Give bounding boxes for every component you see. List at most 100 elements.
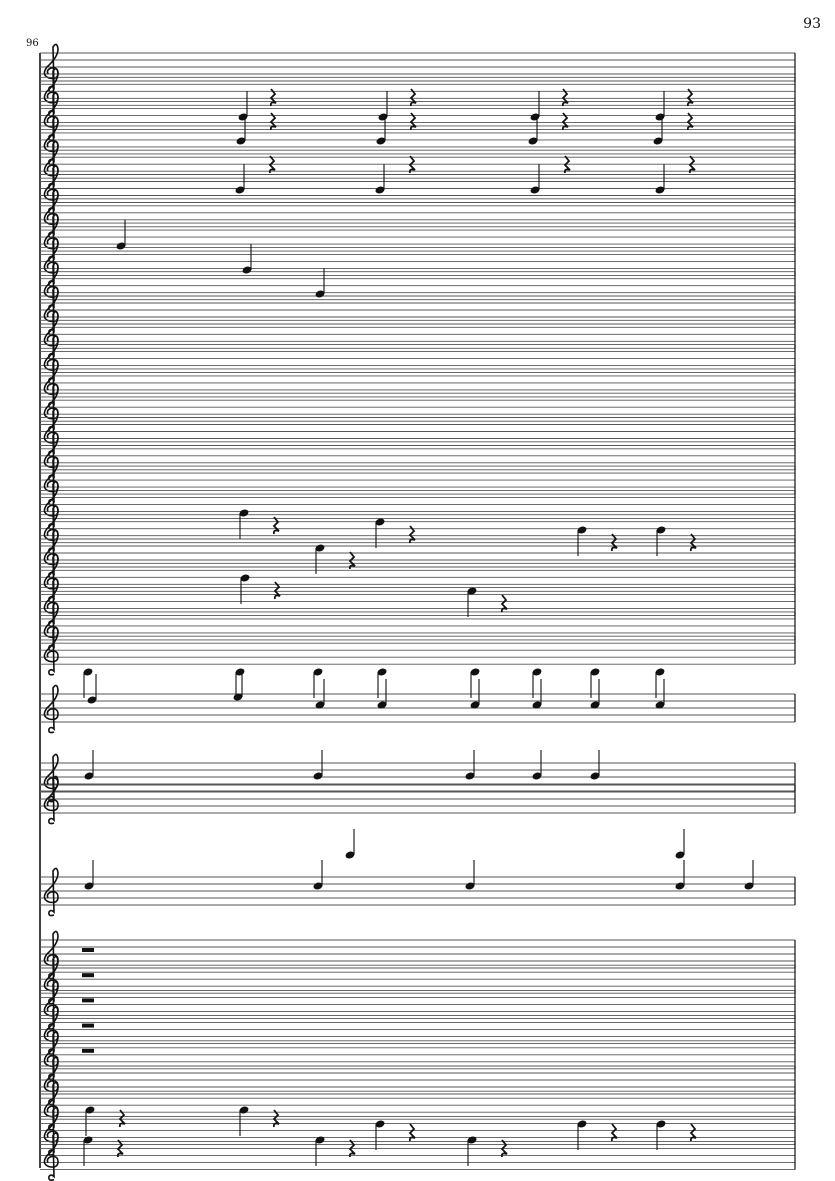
- multi-measure-rest: [82, 948, 94, 952]
- page-number: 93: [803, 16, 821, 32]
- treble-clef-icon: [43, 1107, 59, 1156]
- treble-clef-icon: [43, 116, 59, 166]
- treble-clef-icon: [43, 1031, 59, 1081]
- treble-clef-icon: [43, 140, 59, 190]
- treble-clef-icon: [43, 383, 59, 433]
- notehead: [375, 1120, 385, 1128]
- multi-measure-rest: [82, 1048, 94, 1053]
- quarter-rest: [408, 155, 416, 174]
- notehead: [375, 186, 385, 194]
- notehead: [655, 701, 665, 709]
- treble-clef-icon: [43, 43, 59, 93]
- notehead: [242, 266, 252, 274]
- quarter-rest: [116, 1139, 124, 1158]
- quarter-rest: [689, 533, 697, 552]
- notehead: [577, 1120, 587, 1128]
- quarter-rest: [686, 112, 694, 131]
- notehead: [375, 518, 385, 526]
- treble-clef-icon: [43, 310, 59, 360]
- quarter-rest: [269, 88, 277, 107]
- treble-clef-icon: [43, 286, 59, 336]
- treble-clef-icon: [43, 165, 59, 214]
- quarter-rest: [408, 525, 416, 544]
- notehead: [236, 137, 246, 145]
- treble-clef-icon: [43, 867, 59, 917]
- treble-clef-icon: [43, 359, 59, 409]
- quarter-rest: [348, 551, 356, 570]
- notehead: [467, 587, 477, 595]
- notehead: [83, 668, 93, 676]
- treble-clef-icon: [43, 626, 59, 676]
- quarter-rest: [409, 88, 417, 107]
- notehead: [233, 693, 243, 701]
- treble-clef-icon: [43, 335, 59, 384]
- quarter-rest: [272, 1109, 280, 1128]
- notehead: [315, 1136, 325, 1144]
- measure-number: 96: [26, 38, 39, 49]
- quarter-rest: [408, 1123, 416, 1142]
- notehead: [313, 668, 323, 676]
- quarter-rest: [500, 594, 508, 613]
- notehead: [744, 882, 754, 890]
- multi-measure-rest: [82, 1023, 94, 1028]
- notehead: [470, 701, 480, 709]
- notehead: [376, 137, 386, 145]
- treble-clef-icon: [43, 408, 59, 457]
- notehead: [656, 1120, 666, 1128]
- quarter-rest: [689, 1123, 697, 1142]
- notehead: [590, 772, 600, 780]
- notehead: [655, 668, 665, 676]
- notehead: [240, 574, 250, 582]
- notehead: [239, 509, 249, 517]
- notehead: [116, 242, 126, 250]
- treble-clef-icon: [43, 1056, 59, 1106]
- treble-clef-icon: [43, 262, 59, 312]
- quarter-rest: [348, 1139, 356, 1158]
- quarter-rest: [563, 155, 571, 174]
- notehead: [313, 882, 323, 890]
- notehead: [315, 290, 325, 298]
- notehead: [530, 186, 540, 194]
- treble-clef-icon: [43, 553, 59, 603]
- quarter-rest: [269, 112, 277, 131]
- quarter-rest: [268, 155, 276, 174]
- notehead: [465, 772, 475, 780]
- treble-clef-icon: [43, 930, 59, 980]
- notehead: [590, 668, 600, 676]
- notehead: [532, 668, 542, 676]
- treble-clef-icon: [43, 775, 59, 825]
- quarter-rest: [118, 1109, 126, 1128]
- treble-clef-icon: [43, 578, 59, 627]
- notehead: [590, 701, 600, 709]
- notehead: [83, 1136, 93, 1144]
- notehead: [656, 526, 666, 534]
- treble-clef-icon: [43, 1132, 59, 1181]
- quarter-rest: [500, 1139, 508, 1158]
- treble-clef-icon: [43, 529, 59, 579]
- treble-clef-icon: [43, 981, 59, 1030]
- treble-clef-icon: [43, 602, 59, 652]
- treble-clef-icon: [43, 481, 59, 530]
- notehead: [532, 772, 542, 780]
- quarter-rest: [409, 112, 417, 131]
- notehead: [377, 668, 387, 676]
- treble-clef-icon: [43, 238, 59, 287]
- notehead: [345, 851, 355, 859]
- treble-clef-icon: [43, 92, 59, 141]
- quarter-rest: [610, 533, 618, 552]
- quarter-rest: [561, 88, 569, 107]
- notehead: [675, 851, 685, 859]
- notehead: [577, 526, 587, 534]
- quarter-rest: [272, 516, 280, 535]
- treble-clef-icon: [43, 955, 59, 1005]
- quarter-rest: [610, 1123, 618, 1142]
- notehead: [675, 882, 685, 890]
- treble-clef-icon: [43, 1006, 59, 1055]
- multi-measure-rest: [82, 973, 94, 978]
- treble-clef-icon: [43, 456, 59, 506]
- notehead: [470, 668, 480, 676]
- notehead: [655, 186, 665, 194]
- quarter-rest: [561, 112, 569, 131]
- treble-clef-icon: [43, 684, 59, 734]
